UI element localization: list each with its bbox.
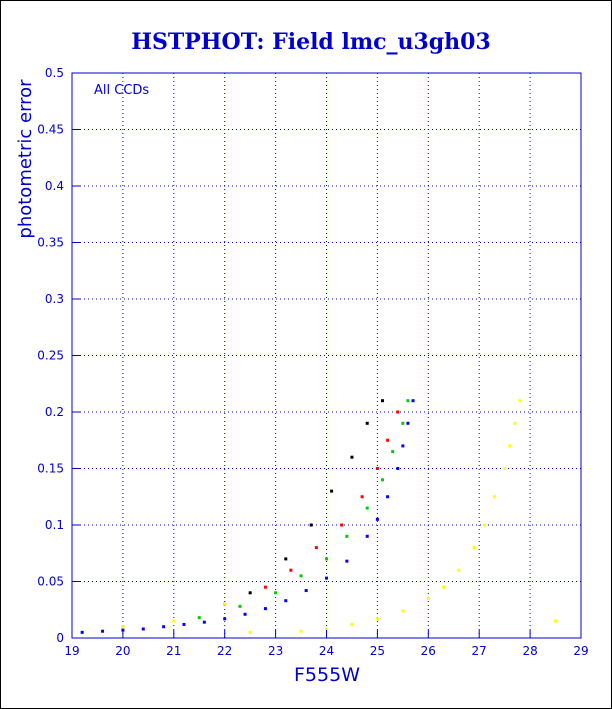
y-tick-label: 0 (56, 631, 64, 645)
data-point (457, 568, 461, 572)
x-tick-label: 29 (573, 644, 588, 658)
data-point (325, 627, 328, 631)
data-point (365, 534, 369, 538)
y-tick-label: 0.25 (37, 349, 64, 363)
data-point (406, 421, 410, 425)
data-point (263, 585, 267, 589)
data-point (263, 607, 267, 611)
data-point (508, 444, 512, 448)
data-point (401, 444, 405, 448)
y-tick-label: 0.1 (45, 518, 64, 532)
data-point (401, 421, 405, 425)
x-tick-label: 21 (166, 644, 181, 658)
data-point (248, 591, 252, 595)
data-point (554, 619, 558, 623)
data-point (503, 467, 507, 470)
x-tick-label: 22 (217, 644, 232, 658)
data-point (482, 523, 486, 527)
x-tick-label: 26 (421, 644, 436, 658)
x-tick-label: 24 (319, 644, 334, 658)
data-point (365, 506, 369, 510)
data-point (365, 421, 369, 425)
data-point (284, 599, 288, 603)
x-tick-label: 28 (522, 644, 537, 658)
data-point (396, 410, 400, 414)
x-tick-label: 25 (370, 644, 385, 658)
data-point (304, 589, 308, 593)
data-point (386, 495, 390, 499)
data-point (350, 622, 354, 626)
data-point (406, 399, 410, 403)
x-tick-label: 23 (268, 644, 283, 658)
data-point (80, 630, 84, 634)
data-point (345, 534, 349, 538)
data-point (380, 478, 384, 482)
grid (72, 73, 581, 638)
data-point (182, 622, 186, 626)
y-axis-label: photometric error (15, 79, 36, 239)
data-point (101, 629, 105, 633)
data-point (162, 625, 166, 629)
data-point (309, 523, 313, 527)
y-tick-label: 0.45 (37, 123, 64, 137)
data-point (340, 523, 344, 527)
data-point (330, 489, 334, 493)
y-tick-label: 0.35 (37, 236, 64, 250)
data-point (442, 585, 446, 589)
data-point (375, 467, 379, 470)
data-point (492, 495, 496, 499)
y-tick-label: 0.2 (45, 405, 64, 419)
x-tick-label: 27 (472, 644, 487, 658)
data-point (172, 619, 176, 623)
data-point (325, 576, 328, 580)
data-point (284, 557, 288, 561)
data-point (141, 627, 145, 631)
data-point (375, 517, 379, 521)
data-point (274, 591, 278, 595)
chart-title: HSTPHOT: Field lmc_u3gh03 (131, 29, 491, 55)
data-point (202, 620, 206, 624)
data-point (472, 546, 476, 550)
data-point (325, 557, 328, 561)
data-point (391, 450, 395, 454)
data-point (238, 604, 242, 608)
annotation-all-ccds: All CCDs (94, 83, 149, 98)
data-point (197, 616, 201, 620)
data-point (121, 625, 125, 629)
data-points (80, 399, 558, 634)
axis-ticks: 19 20 21 22 23 24 25 26 27 28 29 0 0.05 0.1 0.15 0.2 0.2… (37, 66, 588, 658)
data-point (299, 574, 303, 578)
data-point (299, 629, 303, 633)
data-point (401, 609, 405, 613)
data-point (513, 421, 517, 425)
y-tick-label: 0.15 (37, 462, 64, 476)
x-tick-label: 19 (64, 644, 79, 658)
y-tick-label: 0.4 (45, 179, 64, 193)
data-point (375, 617, 379, 621)
y-tick-label: 0.3 (45, 292, 64, 306)
data-point (360, 495, 364, 499)
data-point (223, 617, 227, 621)
data-point (314, 546, 318, 550)
data-point (426, 596, 430, 600)
data-point (350, 455, 354, 459)
data-point (248, 630, 252, 634)
y-tick-label: 0.5 (45, 66, 64, 80)
data-point (411, 399, 415, 403)
data-point (289, 568, 293, 572)
data-point (345, 559, 349, 563)
data-point (518, 399, 522, 403)
data-point (243, 612, 247, 616)
data-point (380, 399, 384, 403)
data-point (396, 467, 400, 470)
data-point (386, 438, 390, 442)
x-axis-label: F555W (294, 664, 360, 686)
x-tick-label: 20 (115, 644, 130, 658)
y-tick-label: 0.05 (37, 575, 64, 589)
data-point (223, 602, 227, 606)
